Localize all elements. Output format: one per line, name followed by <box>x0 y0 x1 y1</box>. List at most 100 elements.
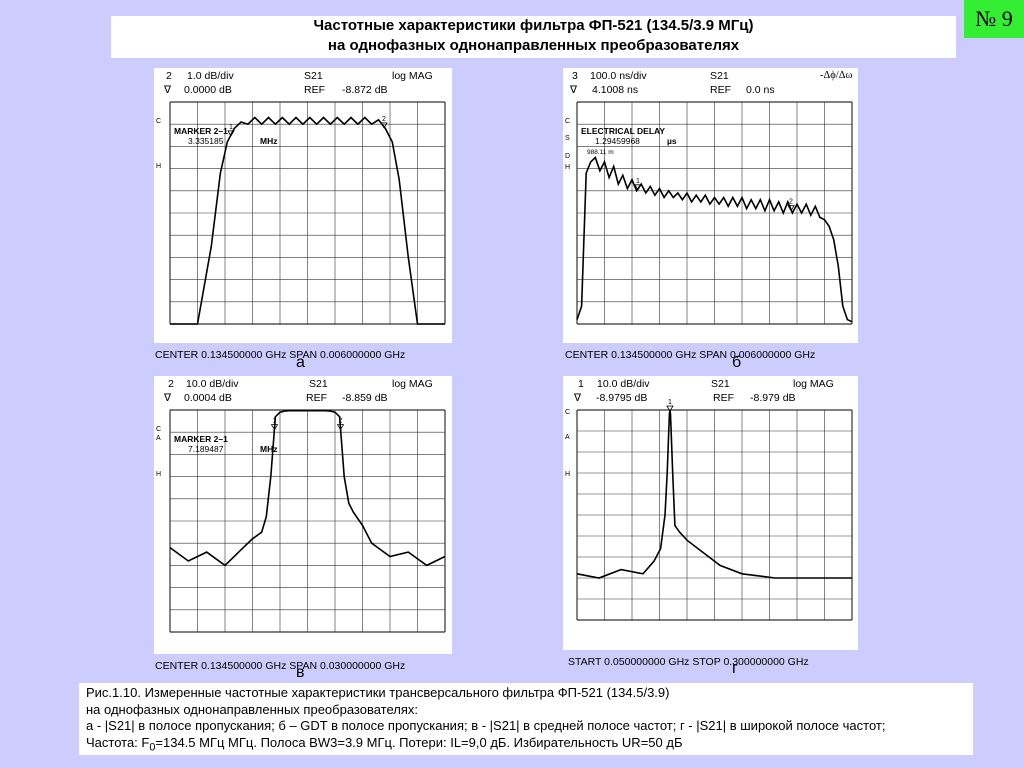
side-label: C <box>156 426 161 433</box>
panel-c-footer: CENTER 0.134500000 GHz SPAN 0.030000000 … <box>155 660 406 672</box>
side-label: D <box>565 153 570 160</box>
side-label: A <box>565 434 570 441</box>
figure-caption: Рис.1.10. Измеренные частотные характери… <box>79 683 973 755</box>
marker-readout-title: MARKER 2–1 <box>174 126 228 136</box>
title-line-2: на однофазных однонаправленных преобразо… <box>327 37 740 54</box>
header-param: S21 <box>309 378 328 390</box>
header-scale: 100.0 ns/div <box>590 70 647 82</box>
slide-number-badge: № 9 <box>964 0 1024 38</box>
header-ref-value: 0.0000 dB <box>184 84 232 96</box>
header-ref-symbol: ∇ <box>164 392 172 404</box>
panel-a-letter: а <box>296 354 305 371</box>
marker-label: 1 <box>273 418 277 425</box>
caption-line-2: на однофазных однонаправленных преобразо… <box>86 701 419 717</box>
header-scale: 1.0 dB/div <box>187 70 234 82</box>
side-label: H <box>565 164 570 171</box>
marker-triangle <box>787 205 795 212</box>
panel-d: 1 10.0 dB/div S21 log MAG ∇ -8.9795 dB R… <box>563 376 858 650</box>
header-param: S21 <box>304 70 323 82</box>
graticule <box>169 101 446 325</box>
caption-line-4-end: =134.5 МГц МГц. Полоса BW3=3.9 МГц. Поте… <box>155 734 683 750</box>
caption-line-4: Частота: F0=134.5 МГц МГц. Полоса BW3=3.… <box>86 735 973 756</box>
marker-label: 2 <box>789 199 793 206</box>
header-ref-level: -8.859 dB <box>342 392 388 404</box>
slide-title: Частотные характеристики фильтра ФП-521 … <box>111 16 956 58</box>
marker-readout-value: 1.29459968 <box>595 136 640 146</box>
side-label: A <box>156 435 161 442</box>
marker-triangle <box>227 130 235 137</box>
marker-triangle <box>380 122 388 129</box>
panel-c-letter: в <box>296 664 305 681</box>
marker-readout-value: 3.335185 <box>188 136 224 146</box>
header-ref-symbol: ∇ <box>164 84 172 96</box>
marker-label: 1 <box>668 399 672 406</box>
header-param: S21 <box>710 70 729 82</box>
header-channel: 1 <box>578 378 584 390</box>
panel-a-footer: CENTER 0.134500000 GHz SPAN 0.006000000 … <box>155 349 406 361</box>
marker-readout-title: MARKER 2–1 <box>174 434 228 444</box>
caption-line-1: Рис.1.10. Измеренные частотные характери… <box>86 685 670 700</box>
graticule <box>576 409 853 621</box>
side-label: C <box>565 118 570 125</box>
header-ref-value: 4.1008 ns <box>592 84 639 96</box>
graticule <box>169 409 446 633</box>
header-ref-symbol: ∇ <box>574 392 582 404</box>
marker-readout-unit: µs <box>667 136 677 146</box>
panel-c: 2 10.0 dB/div S21 log MAG ∇ 0.0004 dB RE… <box>154 376 452 654</box>
marker-label: 1 <box>229 124 233 131</box>
marker-triangle <box>336 424 345 431</box>
panel-b: 3 100.0 ns/div S21 -Δϕ/Δω ∇ 4.1008 ns RE… <box>563 68 858 343</box>
chart-a: C H 1 2 MARKER 2–13.335185 MHz <box>156 101 446 325</box>
graticule <box>576 101 853 325</box>
marker-readout-unit: MHz <box>260 136 277 146</box>
header-scale: 10.0 dB/div <box>186 378 239 390</box>
trace-line <box>576 156 853 323</box>
header-ref-label: REF <box>710 84 731 96</box>
marker-readout-unit: MHz <box>260 444 277 454</box>
header-ref-label: REF <box>304 84 325 96</box>
marker-readout-extra: 988.11 m <box>587 149 614 156</box>
marker-triangle <box>270 424 279 431</box>
side-label: H <box>156 163 161 170</box>
header-format: log MAG <box>793 378 834 390</box>
header-ref-label: REF <box>713 392 734 404</box>
marker-readout-value: 7.189487 <box>188 444 224 454</box>
side-label: H <box>156 471 161 478</box>
marker-label: 2 <box>339 418 343 425</box>
header-ref-value: 0.0004 dB <box>184 392 232 404</box>
header-ref-level: 0.0 ns <box>746 84 775 96</box>
chart-d: C A H 1 <box>565 399 853 621</box>
panel-d-footer: START 0.050000000 GHz STOP 0.300000000 G… <box>568 656 809 668</box>
header-ref-label: REF <box>306 392 327 404</box>
header-format: log MAG <box>392 70 433 82</box>
header-channel: 2 <box>166 70 172 82</box>
panel-b-footer: CENTER 0.134500000 GHz SPAN 0.006000000 … <box>565 349 816 361</box>
marker-readout-title: ELECTRICAL DELAY <box>581 126 665 136</box>
panel-d-header: 1 10.0 dB/div S21 log MAG ∇ -8.9795 dB R… <box>570 378 855 406</box>
marker-label: 2 <box>382 116 386 123</box>
header-ref-symbol: ∇ <box>570 84 578 96</box>
header-format: -Δϕ/Δω <box>820 70 853 81</box>
header-ref-level: -8.872 dB <box>342 84 388 96</box>
side-label: C <box>156 118 161 125</box>
header-scale: 10.0 dB/div <box>597 378 650 390</box>
caption-line-3: а - |S21| в полосе пропускания; б – GDT … <box>86 718 886 733</box>
header-format: log MAG <box>392 378 433 390</box>
trace-line <box>169 409 446 567</box>
panel-b-letter: б <box>732 354 742 371</box>
header-channel: 3 <box>572 70 578 82</box>
trace-line <box>576 409 852 579</box>
marker-triangle <box>634 184 642 191</box>
panel-a: 2 1.0 dB/div S21 log MAG ∇ 0.0000 dB REF… <box>154 68 452 343</box>
title-line-1: Частотные характеристики фильтра ФП-521 … <box>313 17 754 34</box>
caption-line-4-start: Частота: F <box>86 734 150 750</box>
marker-label: 1 <box>636 178 640 185</box>
header-param: S21 <box>711 378 730 390</box>
side-label: C <box>565 409 570 416</box>
header-ref-level: -8.979 dB <box>750 392 796 404</box>
header-channel: 2 <box>168 378 174 390</box>
side-label: H <box>565 471 570 478</box>
header-ref-value: -8.9795 dB <box>596 392 648 404</box>
side-label: S <box>565 135 570 142</box>
